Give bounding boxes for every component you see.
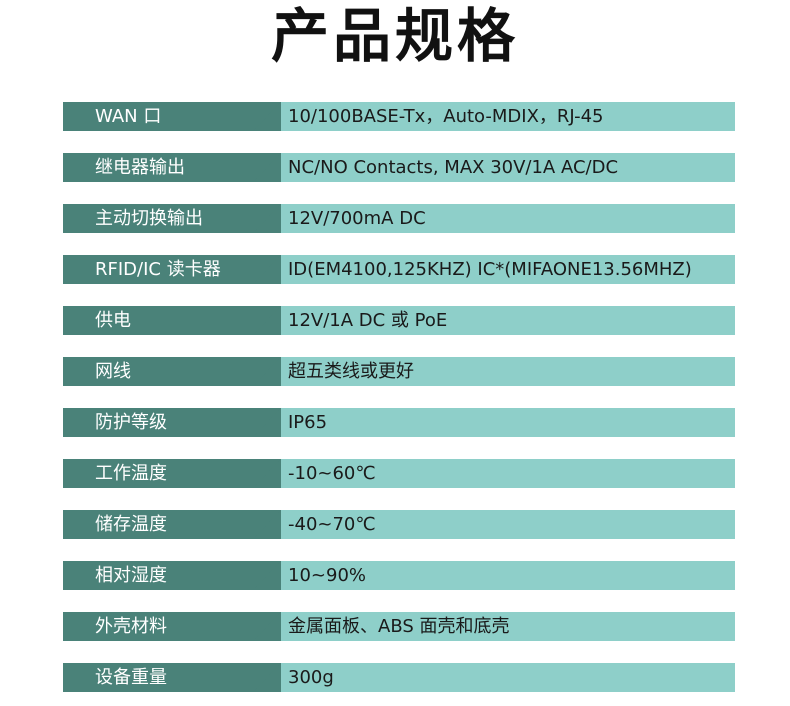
- spec-label: 相对湿度: [95, 565, 167, 586]
- spec-label: RFID/IC 读卡器: [95, 259, 221, 280]
- spec-row-operating-temp: 工作温度 -10~60℃: [63, 459, 735, 488]
- spec-label: 继电器输出: [95, 157, 185, 178]
- spec-label: 网线: [95, 361, 131, 382]
- spec-value: 300g: [288, 667, 334, 688]
- spec-label: 外壳材料: [95, 616, 167, 637]
- spec-label-cell: 相对湿度: [63, 561, 281, 590]
- spec-label: WAN 口: [95, 106, 162, 127]
- spec-label-cell: RFID/IC 读卡器: [63, 255, 281, 284]
- spec-label: 供电: [95, 310, 131, 331]
- spec-label-cell: 主动切换输出: [63, 204, 281, 233]
- spec-label: 储存温度: [95, 514, 167, 535]
- spec-value: IP65: [288, 412, 328, 433]
- spec-label-cell: 外壳材料: [63, 612, 281, 641]
- spec-row-humidity: 相对湿度 10~90%: [63, 561, 735, 590]
- spec-row-switch-output: 主动切换输出 12V/700mA DC: [63, 204, 735, 233]
- spec-row-relay: 继电器输出 NC/NO Contacts, MAX 30V/1A AC/DC: [63, 153, 735, 182]
- spec-label: 设备重量: [95, 667, 167, 688]
- spec-value: 10~90%: [288, 565, 366, 586]
- spec-label-cell: 设备重量: [63, 663, 281, 692]
- spec-label-cell: 防护等级: [63, 408, 281, 437]
- spec-table: WAN 口 10/100BASE-Tx，Auto-MDIX，RJ-45 继电器输…: [63, 102, 735, 692]
- spec-value: 10/100BASE-Tx，Auto-MDIX，RJ-45: [288, 106, 604, 127]
- spec-value: ID(EM4100,125KHZ) IC*(MIFAONE13.56MHZ): [288, 259, 692, 280]
- spec-row-cable: 网线 超五类线或更好: [63, 357, 735, 386]
- spec-row-wan: WAN 口 10/100BASE-Tx，Auto-MDIX，RJ-45: [63, 102, 735, 131]
- spec-label: 主动切换输出: [95, 208, 203, 229]
- spec-row-storage-temp: 储存温度 -40~70℃: [63, 510, 735, 539]
- spec-value: 超五类线或更好: [288, 361, 414, 382]
- spec-value: 12V/1A DC 或 PoE: [288, 310, 448, 331]
- spec-label-cell: 工作温度: [63, 459, 281, 488]
- spec-value: -40~70℃: [288, 514, 376, 535]
- spec-label: 工作温度: [95, 463, 167, 484]
- spec-label-cell: 网线: [63, 357, 281, 386]
- spec-value: NC/NO Contacts, MAX 30V/1A AC/DC: [288, 157, 619, 178]
- page-title: 产品规格: [270, 2, 519, 70]
- spec-label-cell: 储存温度: [63, 510, 281, 539]
- spec-value: -10~60℃: [288, 463, 376, 484]
- spec-row-protection: 防护等级 IP65: [63, 408, 735, 437]
- spec-value: 12V/700mA DC: [288, 208, 426, 229]
- spec-label-cell: 供电: [63, 306, 281, 335]
- spec-label-cell: WAN 口: [63, 102, 281, 131]
- spec-label-cell: 继电器输出: [63, 153, 281, 182]
- spec-label: 防护等级: [95, 412, 167, 433]
- spec-row-card-reader: RFID/IC 读卡器 ID(EM4100,125KHZ) IC*(MIFAON…: [63, 255, 735, 284]
- spec-row-housing: 外壳材料 金属面板、ABS 面壳和底壳: [63, 612, 735, 641]
- spec-row-power: 供电 12V/1A DC 或 PoE: [63, 306, 735, 335]
- spec-row-weight: 设备重量 300g: [63, 663, 735, 692]
- spec-value: 金属面板、ABS 面壳和底壳: [288, 616, 510, 637]
